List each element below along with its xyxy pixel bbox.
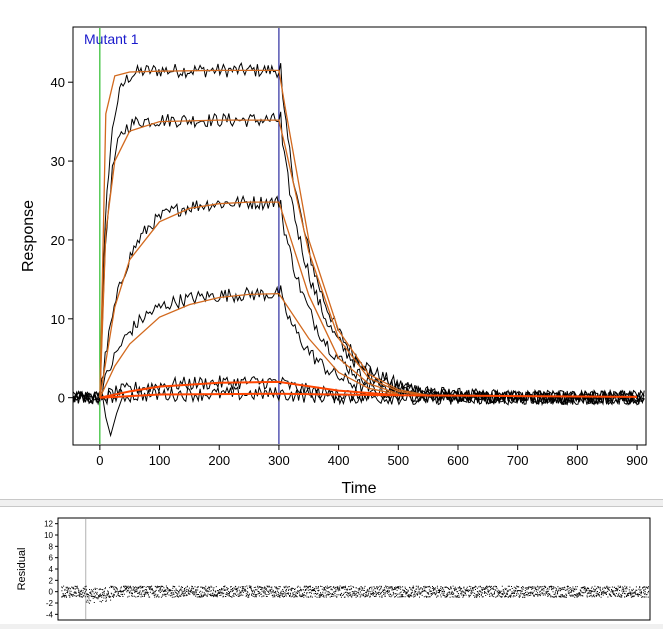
- residual-y-tick-label: -2: [46, 599, 54, 608]
- x-tick-label: 0: [96, 453, 103, 468]
- residual-y-tick-label: -4: [46, 610, 54, 619]
- x-tick-label: 200: [208, 453, 230, 468]
- residual-y-tick-label: 0: [49, 588, 54, 597]
- y-tick-label: 30: [51, 154, 65, 169]
- residual-panel: Residual -4 -2 0 2 4 6 8 10 12: [0, 507, 663, 624]
- y-tick-label: 0: [58, 391, 65, 406]
- x-tick-label: 400: [328, 453, 350, 468]
- x-tick-label: 900: [626, 453, 648, 468]
- x-tick-label: 600: [447, 453, 469, 468]
- residual-y-tick-label: 8: [49, 542, 54, 551]
- residual-y-tick-label: 12: [44, 520, 53, 529]
- sensorgram-panel: Mutant 1 Time Response 0 100 200 300 400 500 6…: [0, 0, 663, 499]
- y-tick-label: 40: [51, 75, 65, 90]
- x-tick-label: 100: [149, 453, 171, 468]
- panel-splitter[interactable]: [0, 499, 663, 507]
- y-tick-label: 10: [51, 312, 65, 327]
- y-tick-label: 20: [51, 233, 65, 248]
- residual-chart: Residual -4 -2 0 2 4 6 8 10 12: [0, 507, 663, 624]
- residual-y-tick-label: 10: [44, 531, 53, 540]
- x-tick-label: 500: [387, 453, 409, 468]
- residual-y-tick-label: 2: [49, 576, 54, 585]
- x-tick-label: 700: [507, 453, 529, 468]
- residual-y-tick-label: 6: [49, 554, 54, 563]
- residual-y-tick-label: 4: [49, 565, 54, 574]
- y-axis-label: Response: [20, 200, 37, 272]
- residual-plot-area: [58, 518, 650, 620]
- x-tick-label: 800: [567, 453, 589, 468]
- residual-y-axis-label: Residual: [16, 548, 28, 591]
- chart-title: Mutant 1: [84, 31, 139, 47]
- sensorgram-chart: Mutant 1 Time Response 0 100 200 300 400 500 6…: [0, 0, 663, 499]
- x-tick-label: 300: [268, 453, 290, 468]
- x-axis-label: Time: [342, 480, 377, 497]
